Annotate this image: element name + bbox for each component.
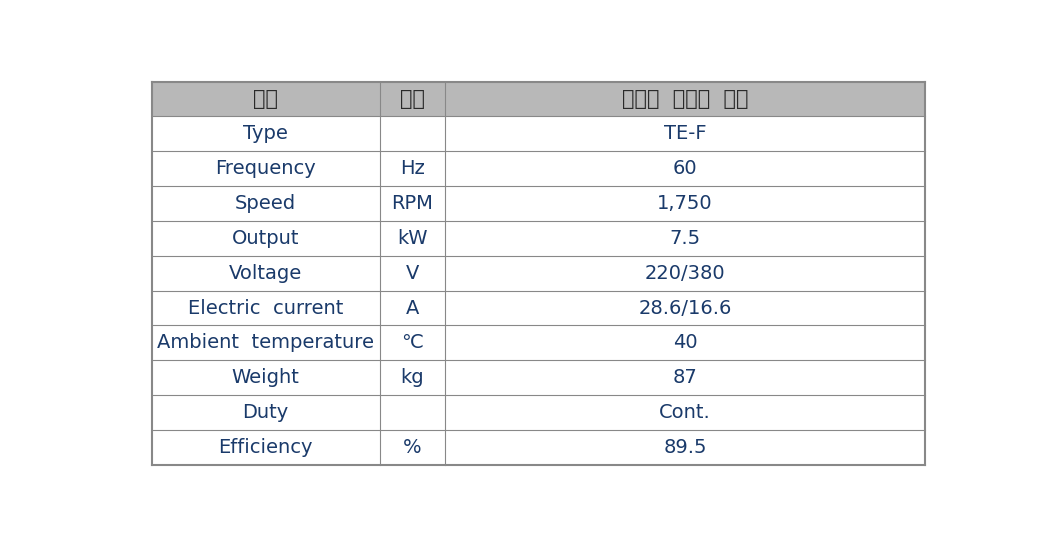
- Bar: [445, 291, 925, 326]
- Text: kg: kg: [401, 368, 424, 387]
- Text: RPM: RPM: [392, 194, 434, 213]
- Bar: [151, 326, 380, 360]
- Text: A: A: [405, 299, 419, 318]
- Text: Type: Type: [244, 124, 288, 143]
- Text: Cont.: Cont.: [659, 403, 711, 422]
- Text: 7.5: 7.5: [670, 229, 700, 248]
- Bar: [445, 430, 925, 465]
- Text: 60: 60: [673, 159, 697, 178]
- Text: %: %: [403, 438, 422, 457]
- Text: Frequency: Frequency: [215, 159, 316, 178]
- Bar: [445, 256, 925, 291]
- Bar: [445, 221, 925, 256]
- Bar: [151, 82, 380, 116]
- Text: Output: Output: [232, 229, 299, 248]
- Text: kW: kW: [397, 229, 427, 248]
- Text: 220/380: 220/380: [645, 263, 726, 283]
- Bar: [380, 221, 445, 256]
- Bar: [151, 360, 380, 395]
- Text: V: V: [405, 263, 419, 283]
- Bar: [151, 256, 380, 291]
- Bar: [445, 186, 925, 221]
- Bar: [380, 82, 445, 116]
- Text: Efficiency: Efficiency: [218, 438, 313, 457]
- Bar: [445, 151, 925, 186]
- Text: TE-F: TE-F: [664, 124, 707, 143]
- Bar: [380, 116, 445, 151]
- Bar: [445, 360, 925, 395]
- Text: Weight: Weight: [232, 368, 299, 387]
- Text: Ambient  temperature: Ambient temperature: [158, 333, 374, 352]
- Text: Hz: Hz: [400, 159, 425, 178]
- Bar: [380, 291, 445, 326]
- Bar: [151, 430, 380, 465]
- Bar: [445, 395, 925, 430]
- Bar: [380, 430, 445, 465]
- Bar: [380, 326, 445, 360]
- Bar: [380, 360, 445, 395]
- Text: Speed: Speed: [235, 194, 296, 213]
- Text: Voltage: Voltage: [229, 263, 302, 283]
- Bar: [151, 116, 380, 151]
- Text: Duty: Duty: [243, 403, 289, 422]
- Bar: [445, 326, 925, 360]
- Bar: [380, 151, 445, 186]
- Bar: [445, 82, 925, 116]
- Text: 87: 87: [673, 368, 697, 387]
- Bar: [380, 186, 445, 221]
- Text: 교반기  회전체  모터: 교반기 회전체 모터: [622, 89, 749, 109]
- Bar: [445, 116, 925, 151]
- Text: 89.5: 89.5: [664, 438, 707, 457]
- Bar: [151, 221, 380, 256]
- Bar: [151, 395, 380, 430]
- Bar: [380, 256, 445, 291]
- Text: Electric  current: Electric current: [188, 299, 343, 318]
- Bar: [151, 151, 380, 186]
- Text: 28.6/16.6: 28.6/16.6: [638, 299, 732, 318]
- Bar: [380, 395, 445, 430]
- Text: 단위: 단위: [400, 89, 425, 109]
- Bar: [151, 186, 380, 221]
- Text: 항목: 항목: [253, 89, 278, 109]
- Bar: [151, 291, 380, 326]
- Text: 40: 40: [673, 333, 697, 352]
- Text: 1,750: 1,750: [657, 194, 713, 213]
- Text: ℃: ℃: [401, 333, 423, 352]
